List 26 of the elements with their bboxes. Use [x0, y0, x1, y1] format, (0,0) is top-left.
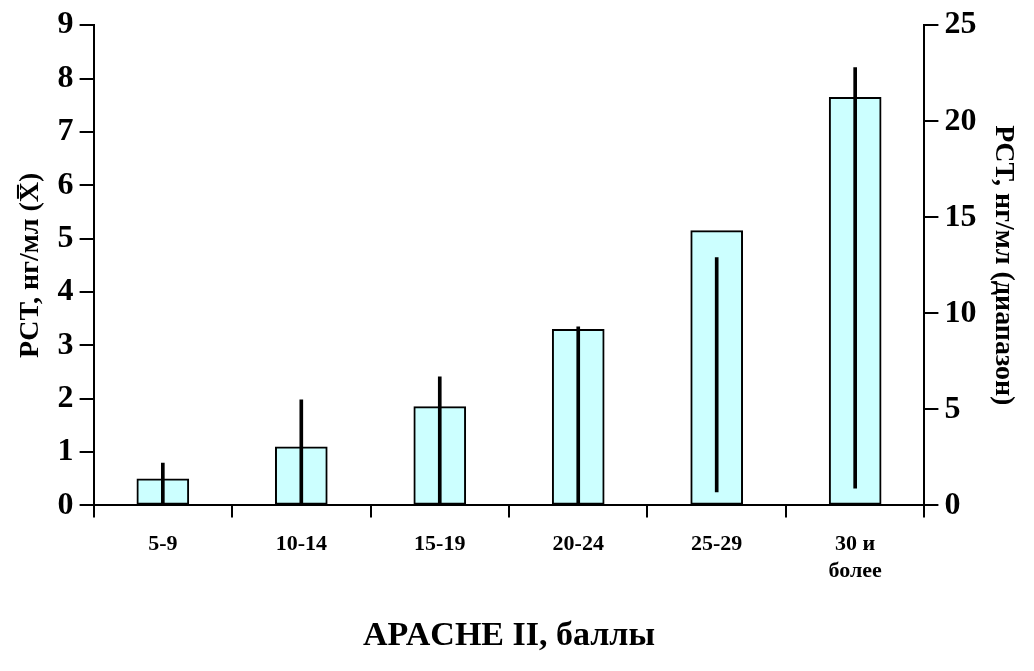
y-tick-label: 2 — [57, 377, 74, 414]
y-tick-label: 0 — [57, 484, 74, 521]
y-tick-label: 5 — [57, 217, 74, 254]
y-tick-label: 3 — [57, 324, 74, 361]
x-axis-title: APACHE II, баллы — [363, 615, 655, 653]
y-tick-label: 9 — [57, 4, 74, 41]
y-tick-label: 7 — [57, 111, 74, 148]
y2-axis-title: PCT, нг/мл (диапазон) — [989, 125, 1021, 406]
y-axis-title: PCT, нг/мл (X̅) — [13, 172, 45, 358]
x-tick-label: 15-19 — [414, 530, 466, 556]
x-tick-label: 5-9 — [148, 530, 178, 556]
y-tick-label: 6 — [57, 164, 74, 201]
y2-tick-label: 5 — [944, 388, 961, 425]
y-tick-label: 4 — [57, 271, 74, 308]
x-tick-label: 10-14 — [275, 530, 327, 556]
y2-tick-label: 15 — [944, 196, 977, 233]
y-tick-label: 1 — [57, 431, 74, 468]
y2-tick-label: 0 — [944, 484, 961, 521]
x-tick-label: 25-29 — [691, 530, 743, 556]
y2-tick-label: 10 — [944, 292, 977, 329]
y2-tick-label: 25 — [944, 4, 977, 41]
x-tick-label: 30 и более — [828, 530, 883, 582]
y2-tick-label: 20 — [944, 100, 977, 137]
x-tick-label: 20-24 — [552, 530, 604, 556]
y-tick-label: 8 — [57, 57, 74, 94]
bar — [714, 257, 719, 493]
